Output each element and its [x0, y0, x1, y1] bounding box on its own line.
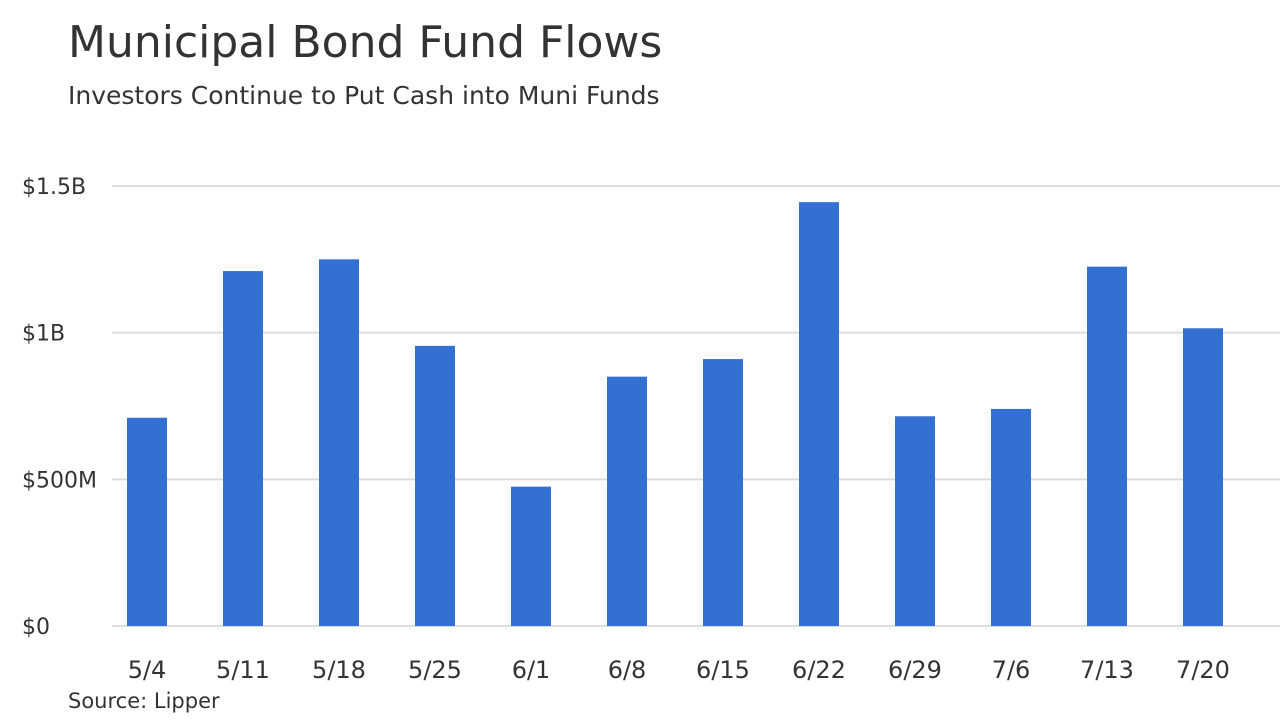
x-tick-label: 6/22 — [792, 656, 846, 684]
bar — [991, 408, 1031, 626]
chart-subtitle: Investors Continue to Put Cash into Muni… — [68, 81, 660, 110]
bar — [703, 359, 743, 626]
bar — [1183, 328, 1223, 626]
y-tick-label: $1B — [22, 322, 65, 347]
x-tick-label: 7/6 — [992, 656, 1031, 684]
x-tick-label: 6/8 — [608, 656, 647, 684]
x-tick-label: 6/15 — [696, 656, 750, 684]
bar — [415, 345, 455, 626]
bar — [799, 202, 839, 626]
bar — [319, 259, 359, 626]
x-tick-label: 5/11 — [216, 656, 270, 684]
x-tick-label: 6/1 — [512, 656, 551, 684]
y-tick-label: $1.5B — [22, 175, 86, 200]
x-tick-label: 7/13 — [1080, 656, 1134, 684]
bar — [127, 417, 167, 626]
y-tick-label: $0 — [22, 615, 50, 640]
x-tick-label: 6/29 — [888, 656, 942, 684]
source-note: Source: Lipper — [68, 689, 220, 713]
chart-title: Municipal Bond Fund Flows — [68, 17, 662, 68]
bar — [607, 376, 647, 626]
x-tick-label: 5/4 — [128, 656, 167, 684]
bar — [1087, 266, 1127, 626]
bar — [895, 416, 935, 626]
bar — [511, 486, 551, 626]
y-tick-label: $500M — [22, 468, 97, 493]
x-tick-label: 5/18 — [312, 656, 366, 684]
x-tick-label: 5/25 — [408, 656, 462, 684]
bar — [223, 271, 263, 626]
x-tick-label: 7/20 — [1176, 656, 1230, 684]
